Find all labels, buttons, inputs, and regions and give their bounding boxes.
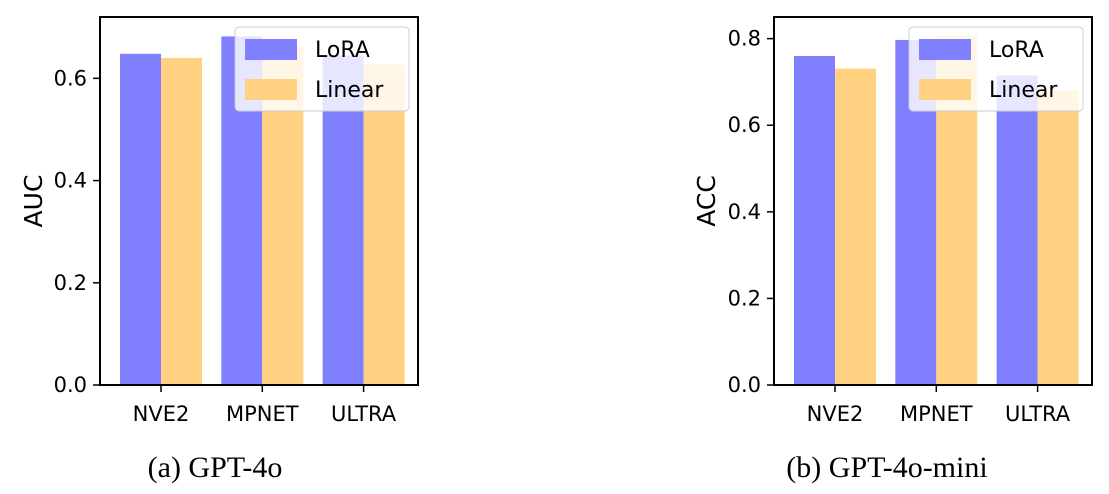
bar-lora-nve2 [120,53,161,386]
x-tick-label-mpnet: MPNET [900,402,973,426]
legend-swatch-lora [245,39,297,60]
legend-label-linear: Linear [989,78,1058,103]
x-tick-label-nve2: NVE2 [807,402,864,426]
bar-linear-ultra [363,64,405,386]
x-tick-label-nve2: NVE2 [133,402,190,426]
x-tick-label-mpnet: MPNET [226,402,299,426]
axes-frame [99,16,419,386]
y-tick-label: 0.2 [728,286,761,310]
chart-caption: (b) GPT-4o-mini [786,451,987,484]
y-tick-label: 0.6 [54,66,87,90]
y-axis-label: AUC [19,175,48,228]
legend-label-lora: LoRA [989,38,1044,63]
legend-label-lora: LoRA [315,38,370,63]
bar-linear-nve2 [835,68,876,386]
legend: LoRA Linear [234,26,410,112]
chart-caption: (a) GPT-4o [148,451,283,484]
y-tick-label: 0.4 [54,169,87,193]
y-axis-label: ACC [692,175,721,227]
y-tick-label: 0.8 [728,27,761,51]
bar-linear-ultra [1037,90,1079,385]
legend: LoRA Linear [908,26,1084,112]
chart-panel-1: LoRA Linear 0.0 0.2 0.4 0.6 NVE2 MPNET ULTRA AUC (… [19,16,419,484]
bar-linear-nve2 [161,57,202,386]
chart-panel-2: LoRA Linear 0.0 0.2 0.4 0.6 0.8 NVE2 MPNET ULTRA A… [692,16,1093,484]
legend-label-linear: Linear [315,78,384,103]
legend-swatch-linear [245,79,297,100]
x-tick-label-ultra: ULTRA [331,402,397,426]
x-tick-label-ultra: ULTRA [1005,402,1071,426]
y-tick-label: 0.4 [728,200,761,224]
legend-swatch-linear [919,79,971,100]
legend-swatch-lora [919,39,971,60]
axes-frame [773,16,1093,386]
y-tick-label: 0.6 [728,113,761,137]
bar-lora-nve2 [794,55,835,385]
y-tick-label: 0.0 [54,373,87,397]
y-tick-label: 0.2 [54,271,87,295]
bar-lora-ultra [996,75,1038,386]
y-tick-label: 0.0 [728,373,761,397]
